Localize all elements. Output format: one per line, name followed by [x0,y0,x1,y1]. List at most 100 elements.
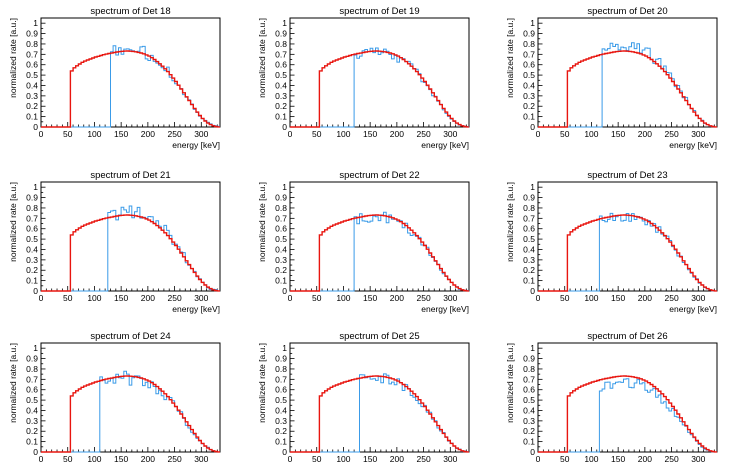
panel-title: spectrum of Det 18 [90,6,170,17]
y-tick-label: 0.9 [26,193,38,203]
x-tick-label: 250 [167,454,181,464]
y-tick-label: 0.6 [523,60,535,70]
y-tick-label: 0.6 [26,385,38,395]
x-tick-label: 250 [664,129,678,139]
y-tick-label: 0.3 [26,91,38,101]
model-spectrum-line [538,50,717,128]
panel-title: spectrum of Det 19 [339,6,419,17]
y-tick-label: 0.3 [275,91,287,101]
y-tick-label: 0 [33,286,38,296]
y-tick-label: 0.1 [26,437,38,447]
y-tick-label: 0.7 [275,213,287,223]
y-tick-label: 0.6 [26,224,38,234]
y-tick-label: 0.1 [26,112,38,122]
plot-frame [537,342,718,453]
x-tick-label: 300 [443,293,457,303]
x-tick-label: 150 [611,129,625,139]
y-tick-label: 1 [530,182,535,192]
x-axis-label: energy [keV] [669,140,717,150]
x-tick-label: 50 [63,129,73,139]
y-tick-label: 0.2 [26,265,38,275]
y-tick-label: 0 [33,122,38,132]
x-tick-label: 250 [664,454,678,464]
plot-frame [289,17,470,128]
panel-title: spectrum of Det 20 [587,6,667,17]
plot-frame [40,181,221,292]
y-tick-label: 0.1 [523,112,535,122]
panel-title: spectrum of Det 25 [339,331,419,342]
x-tick-label: 50 [560,293,570,303]
x-tick-label: 300 [194,454,208,464]
model-spectrum-line [290,50,469,128]
y-tick-label: 0.7 [26,374,38,384]
y-tick-label: 0 [282,286,287,296]
x-tick-label: 200 [141,454,155,464]
y-tick-label: 0.8 [26,39,38,49]
x-tick-label: 250 [416,293,430,303]
y-tick-label: 0.7 [275,49,287,59]
spectrum-panel-det-20: spectrum of Det 20 0 50 100 150 200 250 300 00.1… [505,6,718,150]
spectrum-panel-det-19: spectrum of Det 19 0 50 100 150 200 250 300 00.1… [257,6,470,150]
x-tick-label: 0 [288,293,293,303]
y-tick-label: 1 [33,18,38,28]
y-tick-label: 0 [530,447,535,457]
x-tick-label: 150 [114,454,128,464]
y-tick-label: 0.8 [275,203,287,213]
y-tick-label: 0.2 [275,265,287,275]
panel-title: spectrum of Det 26 [587,331,667,342]
x-tick-label: 150 [611,454,625,464]
y-tick-label: 0.8 [523,364,535,374]
y-tick-label: 0.4 [275,244,287,254]
spectrum-panel-det-25: spectrum of Det 25 0 50 100 150 200 250 300 00.1… [257,331,470,464]
y-tick-label: 1 [530,18,535,28]
y-tick-label: 0.1 [523,437,535,447]
x-tick-label: 300 [443,454,457,464]
x-tick-label: 50 [312,454,322,464]
x-tick-label: 100 [336,129,350,139]
plot-frame [289,181,470,292]
y-tick-label: 0.5 [26,395,38,405]
y-tick-label: 0.8 [275,39,287,49]
x-tick-label: 250 [416,454,430,464]
x-tick-label: 250 [664,293,678,303]
y-tick-label: 0.2 [275,426,287,436]
x-axis-label: energy [keV] [421,304,469,314]
x-tick-label: 50 [63,293,73,303]
y-tick-label: 0 [282,122,287,132]
y-tick-label: 0.1 [26,276,38,286]
x-tick-label: 200 [390,454,404,464]
y-tick-label: 0.9 [523,29,535,39]
x-tick-label: 250 [167,129,181,139]
y-tick-label: 0.1 [275,112,287,122]
y-tick-label: 0.2 [275,101,287,111]
x-tick-label: 150 [114,129,128,139]
x-tick-label: 0 [536,454,541,464]
y-tick-label: 0 [282,447,287,457]
y-tick-label: 0.4 [275,80,287,90]
y-tick-label: 0.6 [275,60,287,70]
x-tick-label: 0 [536,129,541,139]
x-tick-label: 300 [443,129,457,139]
x-tick-label: 300 [691,454,705,464]
y-tick-label: 0.5 [275,70,287,80]
y-tick-label: 0.6 [275,385,287,395]
y-tick-label: 1 [33,182,38,192]
x-axis-label: energy [keV] [172,140,220,150]
x-tick-label: 200 [638,454,652,464]
y-tick-label: 0.5 [26,70,38,80]
y-tick-label: 0.3 [275,416,287,426]
x-tick-label: 150 [611,293,625,303]
y-tick-label: 0.4 [523,244,535,254]
y-axis-label: normalized rate [a.u.] [257,343,267,423]
y-tick-label: 0.1 [523,276,535,286]
y-tick-label: 0.7 [275,374,287,384]
y-tick-label: 0.8 [523,39,535,49]
x-tick-label: 0 [39,454,44,464]
y-axis-label: normalized rate [a.u.] [8,182,18,262]
spectrum-panel-det-22: spectrum of Det 22 0 50 100 150 200 250 300 00.1… [257,170,470,314]
y-tick-label: 0.5 [26,234,38,244]
y-tick-label: 1 [33,343,38,353]
x-tick-label: 100 [584,454,598,464]
x-tick-label: 0 [39,293,44,303]
